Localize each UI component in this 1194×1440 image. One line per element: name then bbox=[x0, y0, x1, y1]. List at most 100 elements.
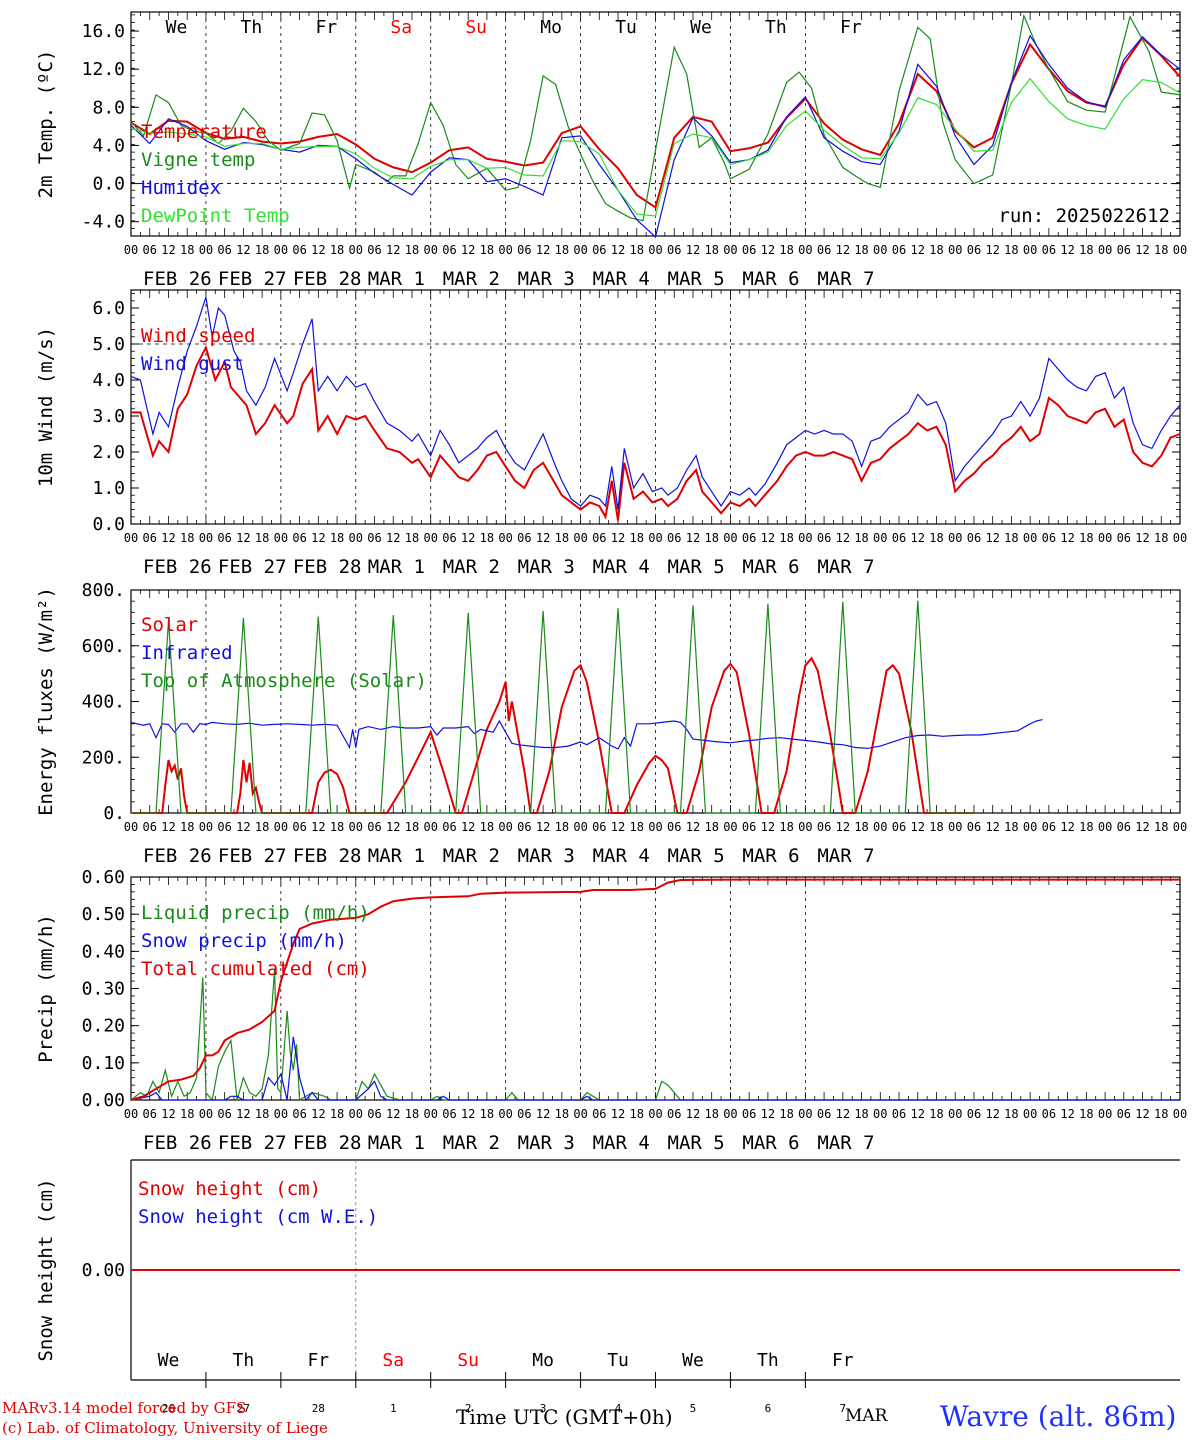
hour-tick-label: 18 bbox=[630, 531, 644, 545]
hour-tick-label: 18 bbox=[779, 531, 793, 545]
hour-tick-label: 12 bbox=[311, 1107, 325, 1121]
hour-tick-label: 00 bbox=[1023, 820, 1037, 834]
day-number-label: 26 bbox=[162, 1402, 175, 1415]
hour-tick-label: 06 bbox=[592, 820, 606, 834]
panel-2: 10m Wind (m/s) bbox=[35, 289, 1181, 525]
legend-entry: Temperature bbox=[141, 121, 267, 143]
hour-tick-label: 06 bbox=[742, 243, 756, 257]
hour-tick-label: 18 bbox=[1004, 1107, 1018, 1121]
y-axis-label: 2m Temp. (ºC) bbox=[35, 50, 57, 199]
series-line bbox=[130, 878, 1180, 1101]
panel-5: Snow height (cm) bbox=[35, 1159, 1180, 1388]
day-number-label: 2 bbox=[465, 1402, 472, 1415]
weekday-label: Sa bbox=[390, 17, 412, 38]
y-tick-label: 0.60 bbox=[82, 867, 125, 888]
hour-tick-label: 18 bbox=[480, 820, 494, 834]
hour-tick-label: 18 bbox=[854, 243, 868, 257]
hour-tick-label: 06 bbox=[1042, 820, 1056, 834]
date-label: MAR 2 bbox=[443, 845, 500, 867]
weekday-label: Mo bbox=[540, 17, 562, 38]
date-label: FEB 27 bbox=[218, 556, 287, 578]
hour-tick-label: 18 bbox=[330, 1107, 344, 1121]
hour-tick-label: 18 bbox=[779, 243, 793, 257]
hour-tick-label: 00 bbox=[873, 820, 887, 834]
hour-tick-label: 06 bbox=[292, 1107, 306, 1121]
hour-tick-label: 06 bbox=[292, 531, 306, 545]
legend-entry: Top of Atmosphere (Solar) bbox=[141, 670, 427, 692]
date-label: MAR 5 bbox=[668, 845, 725, 867]
date-label: MAR 3 bbox=[518, 268, 575, 290]
hour-tick-label: 06 bbox=[892, 820, 906, 834]
hour-tick-label: 00 bbox=[948, 1107, 962, 1121]
weekday-label: We bbox=[166, 17, 188, 38]
y-tick-label: 200. bbox=[82, 747, 125, 768]
legend-entry: Wind speed bbox=[141, 325, 255, 347]
weekday-label: Fr bbox=[307, 1350, 329, 1371]
hour-tick-label: 12 bbox=[161, 820, 175, 834]
legend-entry: DewPoint Temp bbox=[141, 205, 290, 227]
hour-tick-label: 06 bbox=[217, 1107, 231, 1121]
hour-tick-label: 12 bbox=[761, 243, 775, 257]
hour-tick-label: 12 bbox=[761, 820, 775, 834]
hour-tick-label: 12 bbox=[611, 243, 625, 257]
hour-tick-label: 06 bbox=[143, 1107, 157, 1121]
hour-tick-label: 12 bbox=[461, 820, 475, 834]
series-line bbox=[130, 77, 1181, 217]
hour-tick-label: 00 bbox=[349, 243, 363, 257]
hour-tick-label: 06 bbox=[292, 243, 306, 257]
hour-tick-label: 12 bbox=[236, 243, 250, 257]
hour-tick-label: 00 bbox=[873, 531, 887, 545]
y-tick-label: 6.0 bbox=[92, 298, 125, 319]
hour-tick-label: 18 bbox=[630, 820, 644, 834]
date-label: MAR 4 bbox=[593, 1132, 650, 1154]
hour-tick-label: 18 bbox=[330, 243, 344, 257]
y-tick-label: 0.00 bbox=[82, 1260, 125, 1281]
hour-tick-label: 12 bbox=[311, 820, 325, 834]
hour-tick-label: 18 bbox=[180, 820, 194, 834]
hour-tick-label: 12 bbox=[836, 820, 850, 834]
series-line bbox=[130, 969, 1180, 1102]
day-number-label: 6 bbox=[765, 1402, 772, 1415]
y-tick-label: 800. bbox=[82, 580, 125, 601]
series-line bbox=[130, 1036, 1180, 1102]
hour-tick-label: 00 bbox=[1023, 243, 1037, 257]
hour-tick-label: 18 bbox=[1079, 531, 1093, 545]
hour-tick-label: 00 bbox=[274, 243, 288, 257]
hour-tick-label: 12 bbox=[911, 531, 925, 545]
hour-tick-label: 06 bbox=[292, 820, 306, 834]
hour-tick-label: 00 bbox=[349, 531, 363, 545]
weekday-label: Th bbox=[765, 17, 787, 38]
hour-tick-label: 06 bbox=[742, 820, 756, 834]
y-tick-label: 0.00 bbox=[82, 1090, 125, 1111]
hour-tick-label: 00 bbox=[1023, 531, 1037, 545]
hour-tick-label: 06 bbox=[967, 820, 981, 834]
hour-tick-label: 12 bbox=[1135, 531, 1149, 545]
hour-tick-label: 12 bbox=[836, 531, 850, 545]
date-label: FEB 26 bbox=[143, 556, 212, 578]
hour-tick-label: 06 bbox=[517, 1107, 531, 1121]
weekday-label: Su bbox=[457, 1350, 479, 1371]
date-label: FEB 27 bbox=[218, 268, 287, 290]
hour-tick-label: 06 bbox=[667, 820, 681, 834]
hour-tick-label: 00 bbox=[873, 243, 887, 257]
y-tick-label: 4.0 bbox=[92, 135, 125, 156]
hour-tick-label: 12 bbox=[311, 243, 325, 257]
hour-tick-label: 06 bbox=[442, 531, 456, 545]
y-tick-label: 2.0 bbox=[92, 442, 125, 463]
hour-tick-label: 00 bbox=[1098, 1107, 1112, 1121]
date-label: FEB 28 bbox=[293, 556, 362, 578]
hour-tick-label: 00 bbox=[948, 243, 962, 257]
hour-tick-label: 18 bbox=[929, 531, 943, 545]
hour-tick-label: 18 bbox=[405, 531, 419, 545]
y-tick-label: 0.20 bbox=[82, 1016, 125, 1037]
y-tick-label: 600. bbox=[82, 636, 125, 657]
run-label: run: 2025022612 bbox=[998, 205, 1170, 227]
hour-tick-label: 12 bbox=[761, 1107, 775, 1121]
hour-tick-label: 12 bbox=[386, 243, 400, 257]
model-credit-line: MARv3.14 model forced by GFS bbox=[2, 1399, 247, 1417]
hour-tick-label: 00 bbox=[498, 531, 512, 545]
date-label: MAR 7 bbox=[817, 556, 874, 578]
hour-tick-label: 06 bbox=[367, 531, 381, 545]
hour-tick-label: 00 bbox=[498, 243, 512, 257]
weekday-label: Sa bbox=[382, 1350, 404, 1371]
